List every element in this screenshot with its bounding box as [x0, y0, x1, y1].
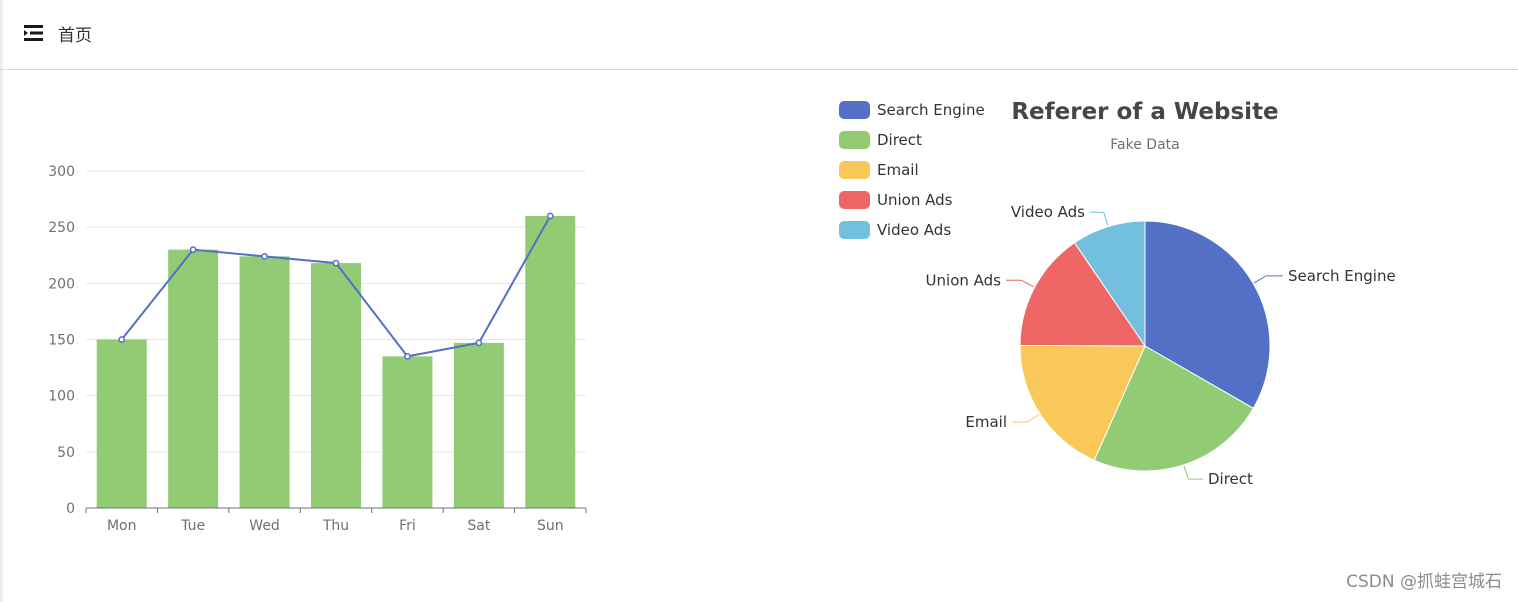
bar-sun	[525, 215, 576, 508]
y-tick-label: 300	[48, 164, 75, 180]
page-title: 首页	[58, 26, 92, 46]
pie-slice-label: Email	[965, 413, 1007, 431]
bar-sat	[453, 342, 504, 508]
bar-tue	[168, 249, 219, 508]
line-point-fri	[404, 353, 411, 360]
y-tick-label: 200	[48, 276, 75, 292]
header-bar: 首页	[0, 0, 1518, 70]
line-point-thu	[332, 259, 340, 267]
legend-label: Search Engine	[877, 101, 985, 119]
x-tick-label: Sun	[537, 518, 564, 534]
pie-slice-label: Union Ads	[926, 271, 1002, 289]
pie-slice-video-ads	[1073, 220, 1146, 348]
referer-pie-chart: Referer of a Website Fake Data Search Engi…	[839, 99, 1396, 488]
line-point-mon	[118, 336, 126, 343]
pie-subtitle: Fake Data	[1110, 137, 1179, 153]
pie-label-line	[1253, 275, 1283, 284]
bar-mon	[96, 339, 147, 508]
legend-label: Video Ads	[877, 221, 951, 239]
bar-fri	[382, 356, 433, 508]
x-tick-label: Wed	[249, 518, 280, 534]
legend-swatch-0	[839, 101, 870, 119]
legend-swatch-1	[839, 131, 870, 149]
x-tick-label: Tue	[180, 518, 205, 534]
line-point-sun	[546, 212, 554, 220]
line-point-sat	[475, 339, 483, 347]
pie-label-line	[1012, 413, 1040, 423]
pie-slice-direct	[1093, 345, 1255, 472]
legend-label: Union Ads	[877, 191, 953, 209]
legend-swatch-3	[839, 191, 870, 209]
pie-label-line	[1183, 465, 1203, 480]
x-tick-label: Mon	[107, 518, 137, 534]
x-tick-label: Thu	[322, 518, 349, 534]
line-point-wed	[261, 253, 268, 260]
line-point-tue	[189, 246, 197, 253]
pie-slice-label: Direct	[1208, 470, 1253, 488]
pie-slice-union-ads	[1019, 242, 1146, 347]
pie-slice-label: Video Ads	[1011, 203, 1085, 221]
legend-label: Direct	[877, 131, 922, 149]
pie-label-line	[1006, 279, 1034, 288]
pie-slice-search-engine	[1144, 220, 1271, 409]
pie-slice-email	[1019, 344, 1146, 461]
bar-wed	[239, 256, 290, 508]
y-tick-label: 250	[48, 220, 75, 236]
legend-label: Email	[877, 161, 919, 179]
y-tick-label: 50	[57, 445, 75, 461]
csdn-watermark: CSDN @抓蛙宫城石	[1346, 572, 1502, 592]
legend-swatch-2	[839, 161, 870, 179]
left-edge-shadow	[0, 0, 4, 602]
y-tick-label: 100	[48, 389, 75, 405]
x-tick-label: Fri	[399, 518, 416, 534]
weekday-bar-line-chart: 0 50 100 150 200 250 300 Mon Tue Wed Thu Fri Sat Sun	[48, 164, 587, 534]
y-tick-label: 0	[66, 501, 75, 517]
pie-slice-label: Search Engine	[1288, 267, 1396, 285]
pie-label-line	[1090, 211, 1109, 226]
legend-swatch-4	[839, 221, 870, 239]
menu-fold-icon[interactable]	[24, 24, 44, 42]
x-tick-label: Sat	[467, 518, 490, 534]
pie-title: Referer of a Website	[1011, 99, 1278, 125]
bar-thu	[311, 263, 361, 508]
y-tick-label: 150	[48, 333, 75, 349]
